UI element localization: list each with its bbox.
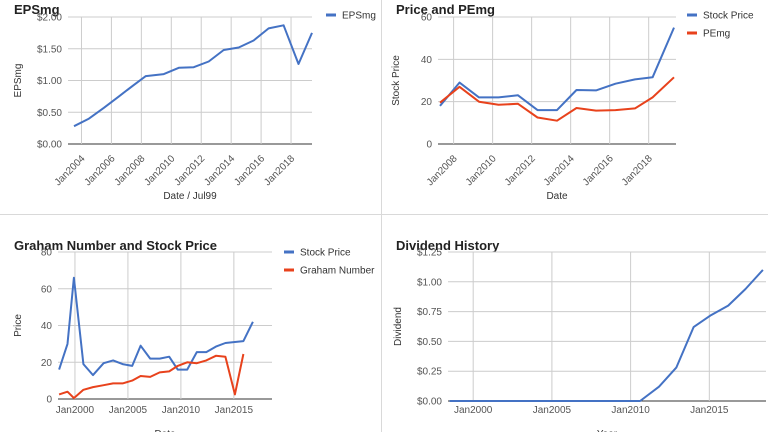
y-tick-label: $0.50	[417, 337, 442, 348]
y-tick-label: $1.25	[417, 248, 442, 259]
series-line-pemg	[439, 76, 675, 122]
y-tick-label: $0.25	[417, 367, 442, 378]
eps-chart: EPSmg$0.00$0.50$1.00$1.50$2.00Jan2004Jan…	[13, 2, 376, 202]
x-tick-label: Jan2012	[503, 153, 538, 188]
series-line-dividend	[449, 269, 764, 402]
x-axis-title: Year	[597, 429, 618, 432]
x-tick-label: Jan2012	[172, 153, 207, 188]
x-tick-label: Jan2008	[425, 153, 460, 188]
legend-label: EPSmg	[342, 11, 376, 22]
x-tick-label: Jan2015	[690, 405, 729, 416]
y-tick-label: $1.00	[37, 76, 62, 87]
legend-label: Stock Price	[300, 248, 351, 259]
y-axis-title: Dividend	[393, 307, 404, 346]
vertical-divider	[381, 0, 382, 432]
x-tick-label: Jan2010	[611, 405, 650, 416]
x-tick-label: Jan2014	[202, 153, 237, 188]
x-tick-label: Jan2004	[53, 153, 88, 188]
y-tick-label: 40	[41, 321, 53, 332]
series-line-epsmg	[73, 24, 313, 128]
x-tick-label: Jan2000	[454, 405, 493, 416]
y-tick-label: $0.00	[37, 140, 62, 151]
series-line-stock-price	[439, 27, 675, 112]
y-tick-label: 20	[41, 358, 53, 369]
y-tick-label: 0	[426, 140, 432, 151]
y-axis-title: Price	[13, 314, 24, 337]
dividend-chart: Dividend History $0.00 $0.25 $0.50 $0.75 $1.0…	[393, 238, 766, 432]
chart-title: EPSmg	[14, 2, 60, 17]
x-tick-label: Jan2008	[113, 153, 148, 188]
x-axis-title: Date	[546, 191, 568, 202]
x-tick-label: Jan2010	[162, 405, 201, 416]
x-tick-label: Jan2005	[109, 405, 148, 416]
y-tick-label: 0	[46, 395, 52, 406]
y-tick-label: 20	[421, 97, 433, 108]
x-tick-label: Jan2018	[620, 153, 655, 188]
x-tick-label: Jan2016	[581, 153, 616, 188]
x-tick-label: Jan2006	[83, 153, 118, 188]
series-line-graham-number	[58, 353, 245, 400]
y-tick-label: $2.00	[37, 13, 62, 24]
x-axis-title: Date	[154, 429, 176, 432]
y-tick-label: $0.00	[417, 397, 442, 408]
x-tick-label: Jan2000	[56, 405, 95, 416]
y-axis-title: Stock Price	[391, 55, 402, 106]
legend-label: Graham Number	[300, 266, 375, 277]
x-tick-label: Jan2018	[262, 153, 297, 188]
y-tick-label: 60	[421, 13, 433, 24]
y-tick-label: 80	[41, 248, 53, 259]
y-tick-label: $0.75	[417, 307, 442, 318]
y-axis-title: EPSmg	[13, 64, 24, 98]
series-line-stock-price	[58, 276, 254, 377]
x-tick-label: Jan2005	[533, 405, 572, 416]
x-tick-label: Jan2010	[142, 153, 177, 188]
graham-chart: Graham Number and Stock Price 0 20 40 60 80 Ja…	[13, 238, 375, 432]
chart-title: Dividend History	[396, 238, 500, 253]
y-tick-label: 40	[421, 55, 433, 66]
x-tick-label: Jan2016	[232, 153, 267, 188]
y-tick-label: 60	[41, 284, 53, 295]
horizontal-divider	[0, 214, 768, 215]
x-tick-label: Jan2010	[464, 153, 499, 188]
legend-label: Stock Price	[703, 11, 754, 22]
x-tick-label: Jan2014	[542, 153, 577, 188]
y-tick-label: $0.50	[37, 108, 62, 119]
x-tick-label: Jan2015	[215, 405, 254, 416]
y-tick-label: $1.50	[37, 44, 62, 55]
chart-title: Graham Number and Stock Price	[14, 238, 217, 253]
x-axis-title: Date / Jul99	[163, 191, 217, 202]
legend-label: PEmg	[703, 29, 730, 40]
y-tick-label: $1.00	[417, 277, 442, 288]
chart-title: Price and PEmg	[396, 2, 495, 17]
